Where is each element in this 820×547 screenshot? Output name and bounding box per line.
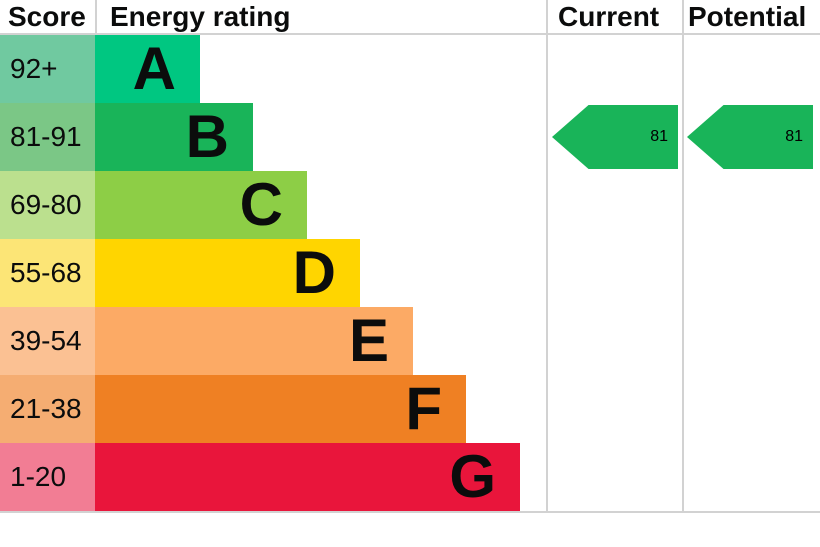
energy-band-bar: E xyxy=(95,307,413,375)
band-letter: G xyxy=(449,443,496,510)
band-letter: A xyxy=(132,35,176,102)
energy-rating-column-header: Energy rating xyxy=(110,1,291,32)
header-underline xyxy=(0,33,820,35)
band-row-b: 81-91 B xyxy=(0,103,546,171)
score-range-cell: 92+ xyxy=(0,35,95,103)
current-rating-value: 81 xyxy=(650,128,668,145)
energy-band-bar: F xyxy=(95,375,466,443)
band-letter: D xyxy=(292,239,336,306)
score-range-cell: 81-91 xyxy=(0,103,95,171)
score-range-cell: 55-68 xyxy=(0,239,95,307)
potential-rating-value: 81 xyxy=(785,128,803,145)
energy-band-bar: A xyxy=(95,35,200,103)
score-range-cell: 39-54 xyxy=(0,307,95,375)
potential-column-header: Potential xyxy=(688,1,807,32)
current-column-header: Current xyxy=(558,1,660,32)
energy-band-bar: D xyxy=(95,239,360,307)
score-header-divider xyxy=(95,0,97,33)
energy-band-bar: G xyxy=(95,443,520,511)
band-row-d: 55-68 D xyxy=(0,239,546,307)
band-letter: F xyxy=(405,375,442,442)
current-rating-arrow: 81 xyxy=(552,105,678,169)
table-bottom-rule xyxy=(0,511,820,513)
energy-band-rows: 92+ A 81-91 B 69-80 C 55-68 D 39-54 E 21… xyxy=(0,35,546,511)
potential-rating-arrow: 81 xyxy=(687,105,813,169)
band-row-e: 39-54 E xyxy=(0,307,546,375)
band-row-f: 21-38 F xyxy=(0,375,546,443)
score-range-cell: 1-20 xyxy=(0,443,95,511)
energy-band-bar: B xyxy=(95,103,253,171)
band-row-c: 69-80 C xyxy=(0,171,546,239)
score-column-header: Score xyxy=(8,1,86,32)
score-range-cell: 21-38 xyxy=(0,375,95,443)
band-letter: C xyxy=(239,171,283,238)
band-row-g: 1-20 G xyxy=(0,443,546,511)
band-letter: E xyxy=(348,307,389,374)
score-range-cell: 69-80 xyxy=(0,171,95,239)
energy-band-bar: C xyxy=(95,171,307,239)
band-letter: B xyxy=(185,103,229,170)
band-row-a: 92+ A xyxy=(0,35,546,103)
potential-column-divider xyxy=(682,0,684,513)
current-column-divider xyxy=(546,0,548,513)
